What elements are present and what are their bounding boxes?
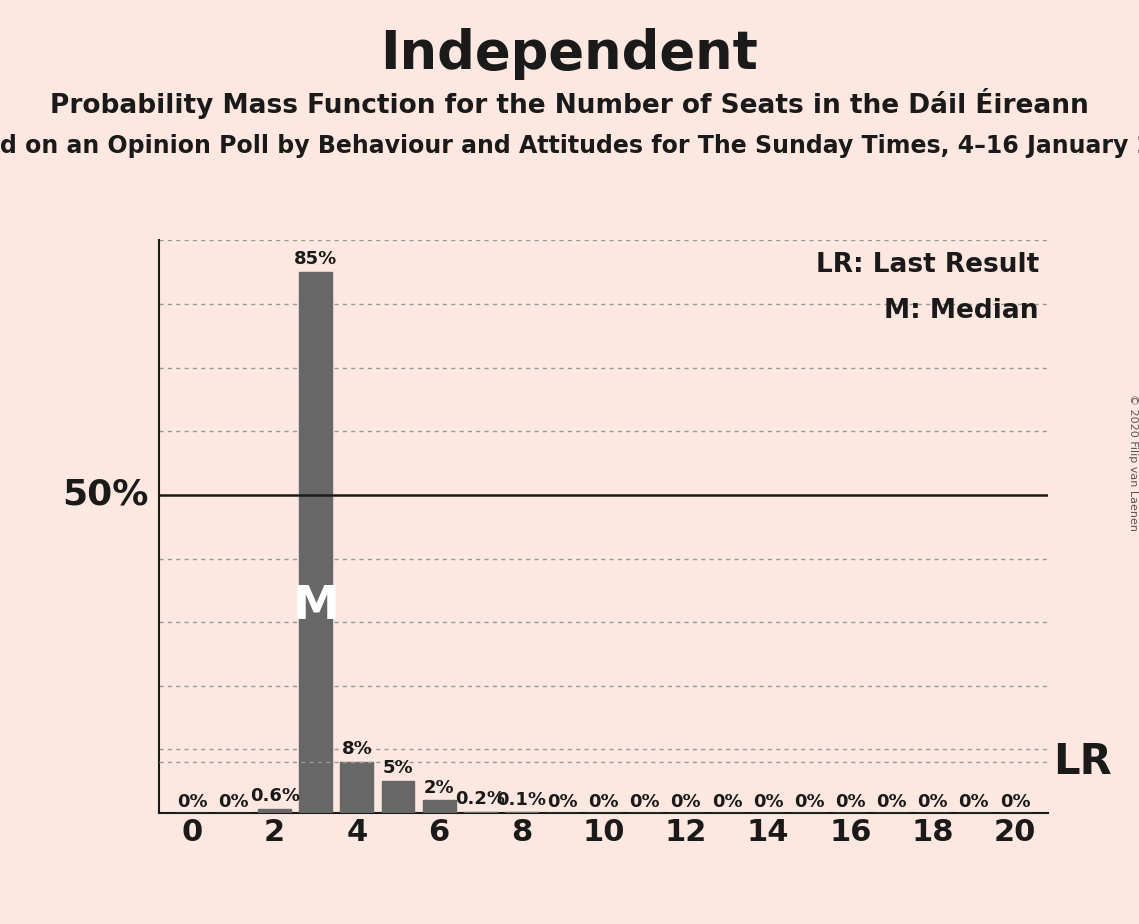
Bar [382,782,415,813]
Text: 0%: 0% [547,793,577,811]
Text: LR: LR [1054,741,1113,784]
Text: 8%: 8% [342,740,372,759]
Text: 0%: 0% [219,793,248,811]
Text: 0%: 0% [835,793,866,811]
Bar [341,762,374,813]
Text: 5%: 5% [383,760,413,777]
Text: LR: Last Result: LR: Last Result [816,251,1039,278]
Text: 0%: 0% [177,793,207,811]
Text: 0%: 0% [589,793,618,811]
Text: Independent: Independent [380,28,759,79]
Bar [300,272,333,813]
Text: 0%: 0% [671,793,702,811]
Bar [423,800,456,813]
Text: 0.2%: 0.2% [456,790,506,808]
Text: 50%: 50% [62,478,148,512]
Text: 0.1%: 0.1% [497,791,547,808]
Text: 0%: 0% [712,793,743,811]
Text: 0%: 0% [959,793,989,811]
Text: 0%: 0% [794,793,825,811]
Text: © 2020 Filip van Laenen: © 2020 Filip van Laenen [1129,394,1138,530]
Text: M: Median: M: Median [885,298,1039,323]
Bar [464,812,497,813]
Text: 0.6%: 0.6% [249,787,300,806]
Text: 0%: 0% [876,793,907,811]
Text: 0%: 0% [917,793,948,811]
Text: 85%: 85% [294,250,337,268]
Text: 0%: 0% [630,793,661,811]
Text: Probability Mass Function for the Number of Seats in the Dáil Éireann: Probability Mass Function for the Number… [50,88,1089,119]
Text: Based on an Opinion Poll by Behaviour and Attitudes for The Sunday Times, 4–16 J: Based on an Opinion Poll by Behaviour an… [0,134,1139,158]
Text: M: M [293,584,339,628]
Text: 0%: 0% [753,793,784,811]
Text: 0%: 0% [1000,793,1031,811]
Bar [259,809,292,813]
Text: 2%: 2% [424,779,454,796]
